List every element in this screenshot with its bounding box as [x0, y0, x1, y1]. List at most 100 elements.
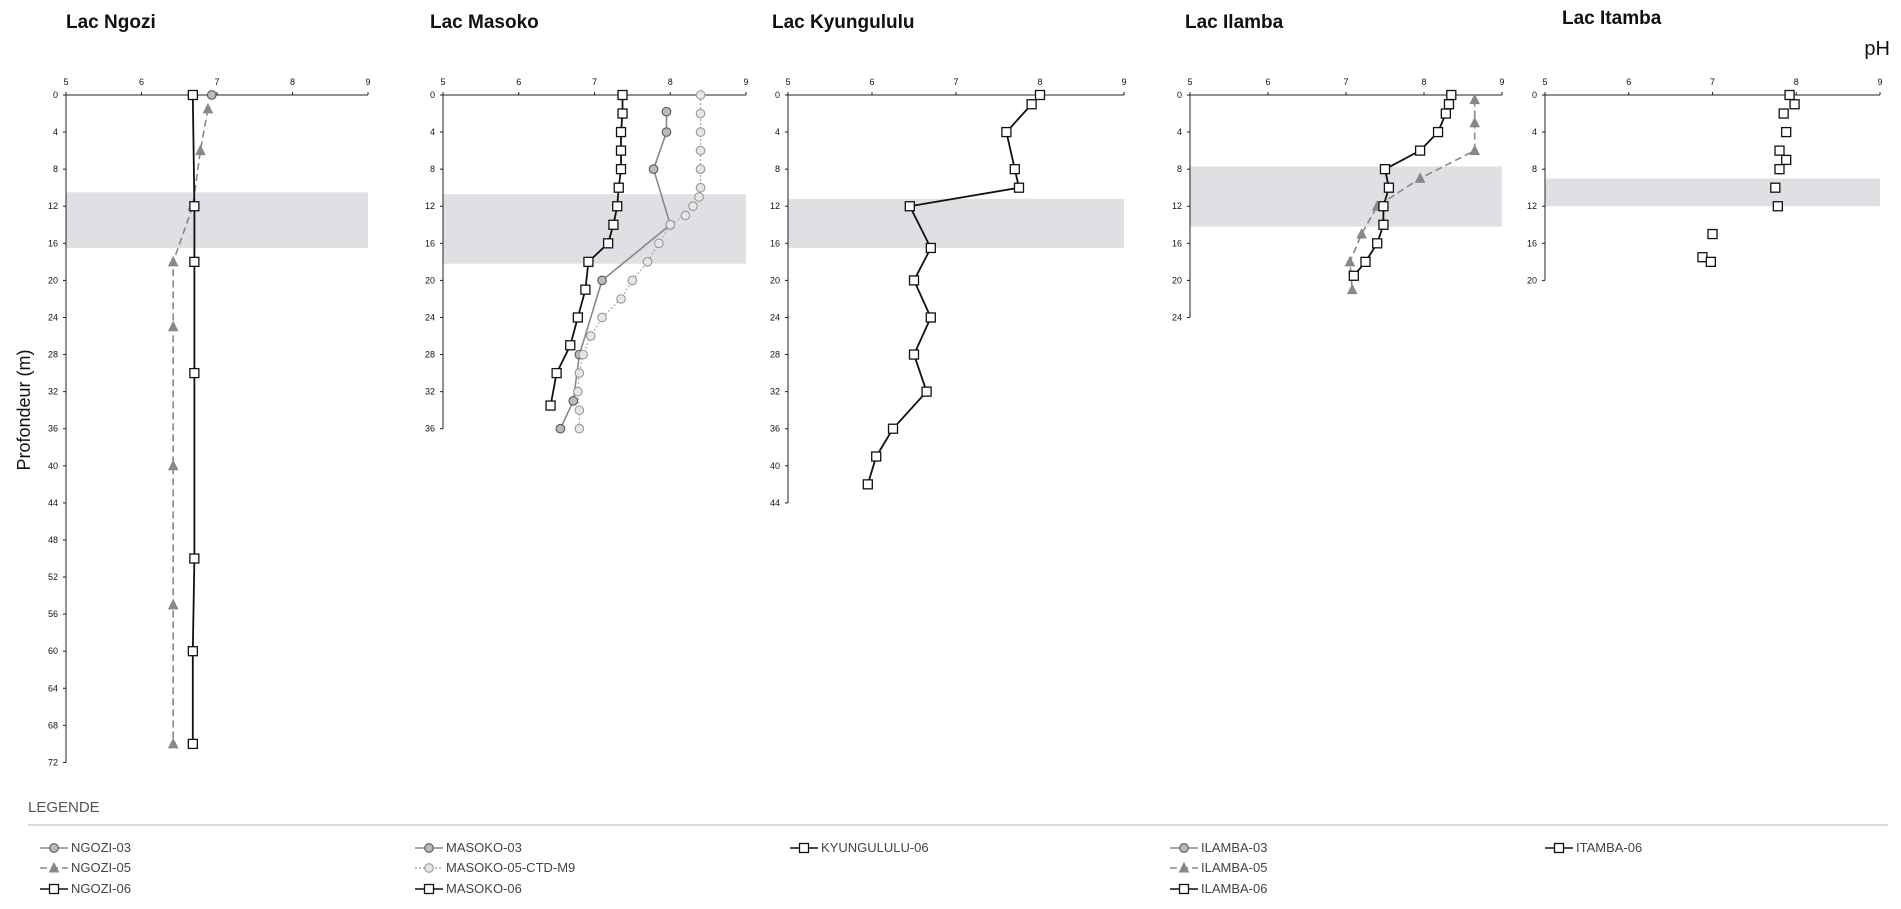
- data-point: [1372, 238, 1383, 249]
- thermocline-band: [66, 192, 368, 248]
- data-point: [887, 423, 899, 434]
- x-tick-label: 9: [365, 77, 370, 87]
- data-point: [583, 256, 594, 268]
- data-point: [908, 349, 920, 360]
- x-tick-label: 5: [63, 77, 68, 87]
- y-tick-label: 72: [48, 757, 58, 767]
- data-point: [925, 312, 936, 323]
- legend-item: ILAMBA-03: [1170, 840, 1267, 855]
- series-masoko-03: [555, 106, 676, 434]
- series-masoko-06: [545, 89, 628, 411]
- data-point: [597, 275, 607, 286]
- x-tick-label: 6: [139, 77, 144, 87]
- y-tick-label: 28: [425, 350, 435, 360]
- data-point: [189, 201, 200, 212]
- y-tick-label: 12: [425, 201, 435, 211]
- data-point: [167, 598, 179, 610]
- series-line: [172, 108, 209, 744]
- legend: LEGENDE NGOZI-03 NGOZI-05 NGOZI-06 MASOKO-0…: [28, 799, 1888, 896]
- data-point: [1356, 227, 1367, 239]
- x-tick-label: 8: [290, 77, 295, 87]
- data-point: [1026, 99, 1037, 110]
- x-tick-label: 8: [1037, 77, 1042, 87]
- data-point: [642, 257, 653, 267]
- series-masoko-05-ctd-m9: [572, 90, 706, 434]
- ph-unit-label: pH: [1864, 38, 1890, 60]
- data-point: [1778, 108, 1789, 119]
- y-tick-label: 4: [53, 127, 58, 137]
- y-tick-label: 16: [1527, 238, 1537, 248]
- legend-title: LEGENDE: [28, 799, 100, 816]
- legend-label: ILAMBA-05: [1201, 860, 1267, 875]
- series-line: [866, 94, 1041, 485]
- y-tick-label: 28: [48, 350, 58, 360]
- x-tick-label: 6: [1265, 77, 1270, 87]
- legend-label: MASOKO-05-CTD-M9: [446, 860, 575, 875]
- legend-label: ITAMBA-06: [1576, 840, 1642, 855]
- data-point: [1469, 116, 1481, 128]
- data-point: [688, 201, 698, 212]
- data-point: [617, 108, 628, 119]
- series-ilamba-06: [1348, 89, 1457, 281]
- y-tick-label: 24: [770, 312, 780, 322]
- data-point: [1770, 182, 1781, 193]
- x-tick-label: 6: [869, 77, 874, 87]
- data-point: [545, 400, 556, 411]
- data-point: [1440, 108, 1451, 119]
- x-tick-label: 7: [592, 77, 597, 87]
- data-point: [1774, 164, 1785, 175]
- data-point: [615, 126, 627, 138]
- y-tick-label: 36: [48, 424, 58, 434]
- y-tick-label: 20: [1172, 275, 1182, 285]
- x-tick-label: 5: [440, 77, 445, 87]
- data-point: [665, 219, 676, 230]
- x-tick-label: 7: [214, 77, 219, 87]
- data-point: [615, 164, 627, 175]
- data-point: [1379, 164, 1391, 175]
- data-point: [187, 646, 198, 657]
- legend-label: ILAMBA-03: [1201, 840, 1267, 855]
- data-point: [1378, 201, 1389, 212]
- data-point: [617, 89, 628, 101]
- legend-swatch-marker: [48, 883, 60, 895]
- data-point: [1446, 89, 1457, 101]
- y-tick-label: 56: [48, 609, 58, 619]
- x-tick-label: 6: [1626, 77, 1631, 87]
- x-tick-label: 9: [1877, 77, 1882, 87]
- thermocline-band: [788, 198, 1124, 248]
- data-point: [695, 164, 706, 175]
- chart-panel-5: Lac Itamba 5 6 7 8 9 0 4 8 12 16 20: [1527, 8, 1883, 285]
- x-tick-label: 5: [1542, 77, 1547, 87]
- x-tick-label: 6: [516, 77, 521, 87]
- series-ngozi-06: [187, 89, 200, 750]
- legend-swatch-marker: [423, 883, 435, 895]
- y-tick-label: 64: [48, 683, 58, 693]
- legend-label: MASOKO-03: [446, 840, 522, 855]
- data-point: [572, 386, 583, 397]
- data-point: [551, 367, 562, 379]
- y-tick-label: 24: [1172, 312, 1182, 322]
- y-tick-label: 16: [1172, 238, 1182, 248]
- data-point: [187, 738, 198, 750]
- legend-label: ILAMBA-06: [1201, 881, 1267, 896]
- legend-swatch-marker: [424, 863, 434, 873]
- chart-title: Lac Itamba: [1562, 8, 1662, 29]
- data-point: [1705, 256, 1716, 268]
- data-point: [680, 210, 691, 221]
- legend-item: ILAMBA-05: [1170, 860, 1267, 875]
- y-tick-label: 48: [48, 535, 58, 545]
- y-tick-label: 8: [53, 164, 58, 174]
- x-tick-label: 7: [953, 77, 958, 87]
- chart-panel-2: Lac Masoko 5 6 7 8 9 0 4 8 12 16 20 24 28 32 36: [425, 12, 749, 434]
- legend-label: NGOZI-05: [71, 860, 131, 875]
- data-point: [925, 242, 936, 254]
- y-tick-label: 16: [425, 238, 435, 248]
- data-point: [572, 312, 583, 323]
- data-point: [1774, 145, 1785, 156]
- legend-swatch-marker: [49, 843, 59, 853]
- y-tick-label: 40: [770, 461, 780, 471]
- data-point: [1414, 172, 1426, 183]
- legend-item: NGOZI-06: [40, 881, 131, 896]
- legend-label: MASOKO-06: [446, 881, 522, 896]
